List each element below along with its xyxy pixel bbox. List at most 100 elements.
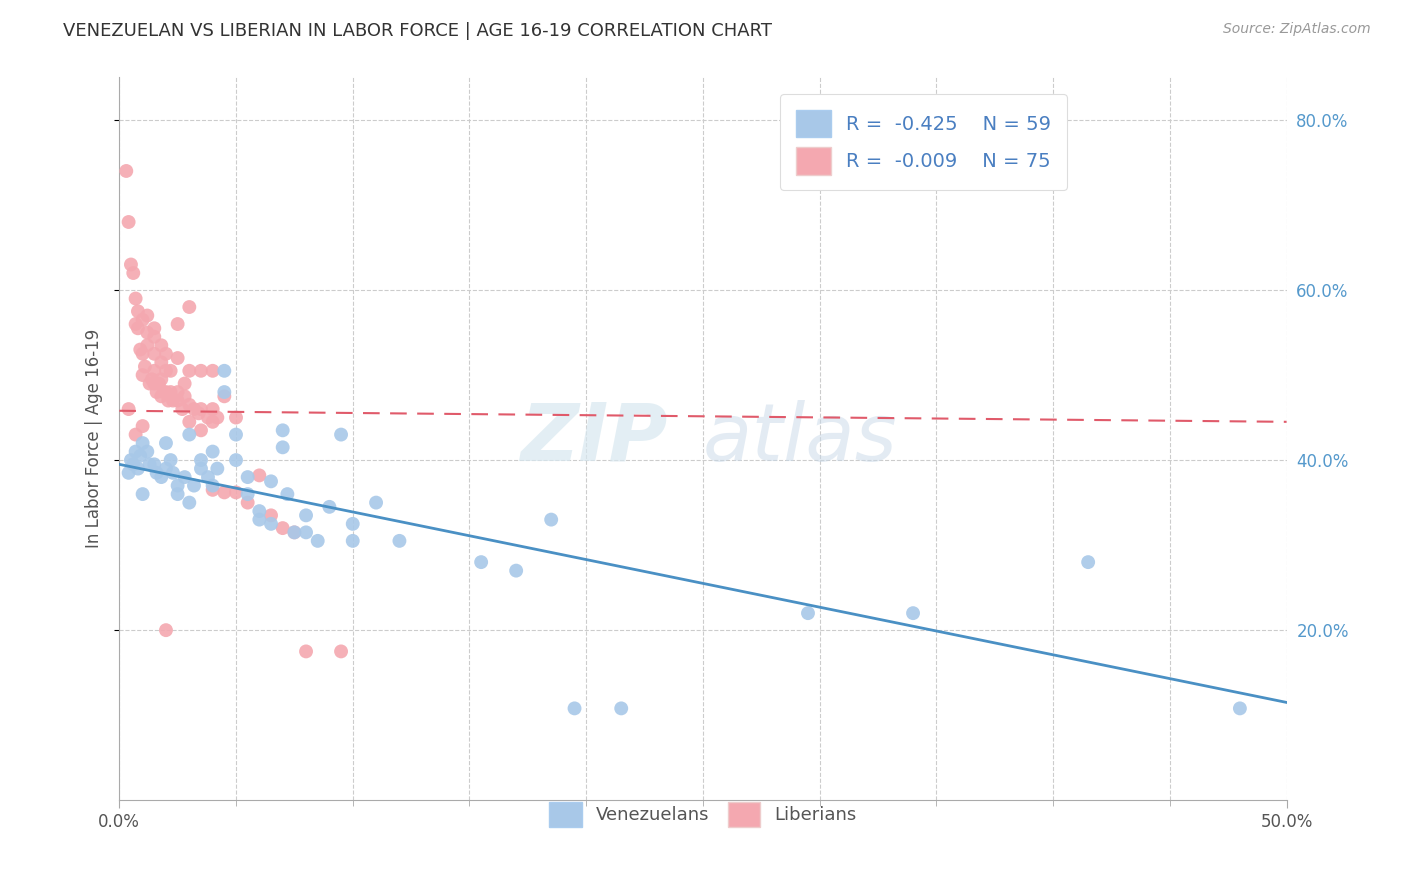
Point (145, 466, 167, 480)
Point (173, 389, 195, 403)
Point (155, 436, 177, 450)
Point (247, 513, 270, 527)
Point (150, 470, 173, 484)
Point (201, 483, 224, 497)
Point (127, 304, 149, 318)
Y-axis label: In Labor Force | Age 16-19: In Labor Force | Age 16-19 (86, 329, 103, 549)
Point (190, 423, 212, 437)
Point (117, 466, 139, 480)
Point (152, 385, 174, 400)
Point (342, 533, 364, 548)
Point (131, 487, 153, 501)
Point (172, 402, 194, 417)
Point (179, 427, 201, 442)
Point (197, 470, 219, 484)
Point (124, 444, 146, 458)
Point (145, 385, 167, 400)
Point (1077, 555, 1099, 569)
Point (134, 359, 156, 374)
Point (190, 453, 212, 467)
Point (179, 495, 201, 509)
Point (179, 364, 201, 378)
Point (117, 402, 139, 417)
Point (283, 525, 305, 540)
Point (187, 406, 209, 420)
Point (122, 458, 145, 472)
Point (131, 368, 153, 382)
Point (173, 376, 195, 391)
Point (201, 415, 224, 429)
Point (201, 402, 224, 417)
Point (148, 376, 170, 391)
Point (143, 364, 166, 378)
Point (197, 410, 219, 425)
Point (247, 468, 270, 483)
Point (201, 364, 224, 378)
Point (901, 606, 924, 620)
Point (330, 427, 353, 442)
Point (127, 321, 149, 335)
Point (505, 564, 527, 578)
Point (155, 385, 177, 400)
Point (155, 461, 177, 475)
Point (157, 393, 180, 408)
Point (1229, 701, 1251, 715)
Point (214, 385, 236, 400)
Point (143, 458, 166, 472)
Point (117, 215, 139, 229)
Point (225, 453, 247, 467)
Point (330, 644, 353, 658)
Text: Source: ZipAtlas.com: Source: ZipAtlas.com (1223, 22, 1371, 37)
Point (129, 449, 152, 463)
Point (143, 321, 166, 335)
Point (295, 525, 318, 540)
Point (141, 372, 163, 386)
Point (260, 508, 283, 523)
Point (120, 453, 142, 467)
Point (342, 516, 364, 531)
Point (143, 376, 166, 391)
Point (797, 606, 820, 620)
Point (136, 309, 159, 323)
Point (155, 623, 177, 637)
Point (225, 485, 247, 500)
Point (260, 516, 283, 531)
Point (150, 355, 173, 369)
Point (127, 461, 149, 475)
Point (214, 364, 236, 378)
Text: ZIP: ZIP (520, 400, 668, 478)
Point (364, 495, 387, 509)
Point (122, 266, 145, 280)
Point (159, 385, 181, 400)
Point (162, 466, 184, 480)
Point (271, 423, 294, 437)
Point (201, 478, 224, 492)
Point (307, 533, 329, 548)
Point (225, 410, 247, 425)
Point (183, 402, 205, 417)
Point (207, 410, 229, 425)
Point (470, 555, 492, 569)
Point (276, 487, 298, 501)
Point (131, 436, 153, 450)
Point (271, 521, 294, 535)
Point (173, 470, 195, 484)
Point (236, 487, 259, 501)
Point (247, 504, 270, 518)
Point (214, 389, 236, 403)
Point (131, 347, 153, 361)
Point (190, 461, 212, 475)
Point (214, 485, 236, 500)
Point (318, 500, 340, 514)
Point (271, 440, 294, 454)
Point (295, 644, 318, 658)
Point (143, 347, 166, 361)
Point (129, 343, 152, 357)
Point (236, 495, 259, 509)
Point (179, 398, 201, 412)
Point (190, 364, 212, 378)
Point (201, 444, 224, 458)
Point (138, 458, 160, 472)
Point (166, 487, 188, 501)
Point (183, 478, 205, 492)
